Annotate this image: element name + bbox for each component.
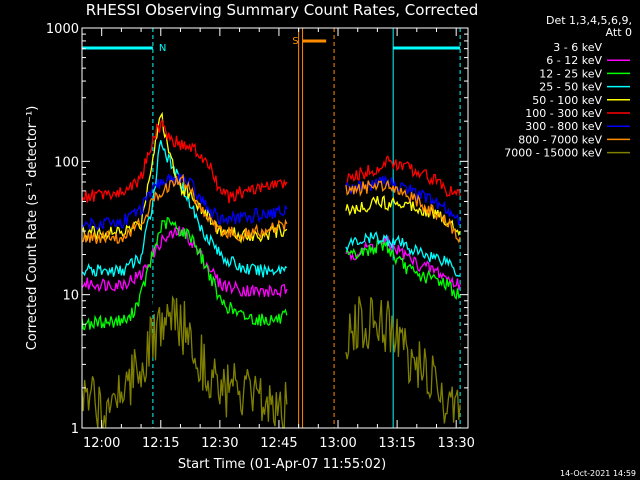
series-line-8: [81, 173, 461, 244]
series-line-6: [81, 118, 461, 204]
night-bar-label: N: [159, 43, 166, 54]
y-axis-label: Corrected Count Rate (s⁻¹ detector⁻¹): [25, 106, 40, 351]
legend-label: 50 - 100 keV: [532, 94, 602, 107]
y-tick-label: 1000: [46, 22, 79, 37]
series-line-2: [81, 226, 461, 299]
x-tick-label: 13:15: [378, 436, 415, 451]
x-tick-label: 12:30: [201, 436, 238, 451]
legend-label: 12 - 25 keV: [539, 67, 602, 80]
chart-title: RHESSI Observing Summary Count Rates, Co…: [86, 1, 479, 19]
saa-bar-label: S: [292, 36, 298, 47]
series-layer: [81, 111, 461, 429]
series-line-4: [81, 140, 461, 278]
legend-label: 25 - 50 keV: [539, 81, 602, 94]
footer-timestamp: 14-Oct-2021 14:59: [560, 469, 636, 478]
series-line-3: [81, 216, 461, 331]
x-tick-label: 13:00: [319, 436, 356, 451]
legend-header-line-2: Att 0: [606, 26, 632, 39]
plot-frame: [81, 27, 469, 429]
y-tick-label: 100: [54, 155, 79, 170]
x-tick-label: 12:00: [83, 436, 120, 451]
legend-label: 7000 - 15000 keV: [504, 147, 602, 160]
x-tick-label: 12:15: [142, 436, 179, 451]
y-tick-label: 1: [71, 422, 79, 437]
legend-header-line-1: Det 1,3,4,5,6,9,: [546, 14, 632, 27]
x-tick-label: 12:45: [260, 436, 297, 451]
axis-layer: 1 10 100 1000 12:00 12:15 12:30 12:45 13:00 13:15…: [46, 22, 475, 451]
annotation-layer: NS: [81, 28, 461, 428]
legend-label: 300 - 800 keV: [525, 120, 602, 133]
legend-label: 800 - 7000 keV: [518, 133, 602, 146]
legend-label: 3 - 6 keV: [553, 41, 602, 54]
legend-label: 100 - 300 keV: [525, 107, 602, 120]
series-line-9: [81, 295, 461, 429]
x-tick-label: 13:30: [437, 436, 474, 451]
legend-label: 6 - 12 keV: [546, 54, 602, 67]
series-line-1: [81, 247, 461, 360]
y-tick-label: 10: [62, 289, 79, 304]
x-axis-label: Start Time (01-Apr-07 11:55:02): [178, 457, 386, 472]
